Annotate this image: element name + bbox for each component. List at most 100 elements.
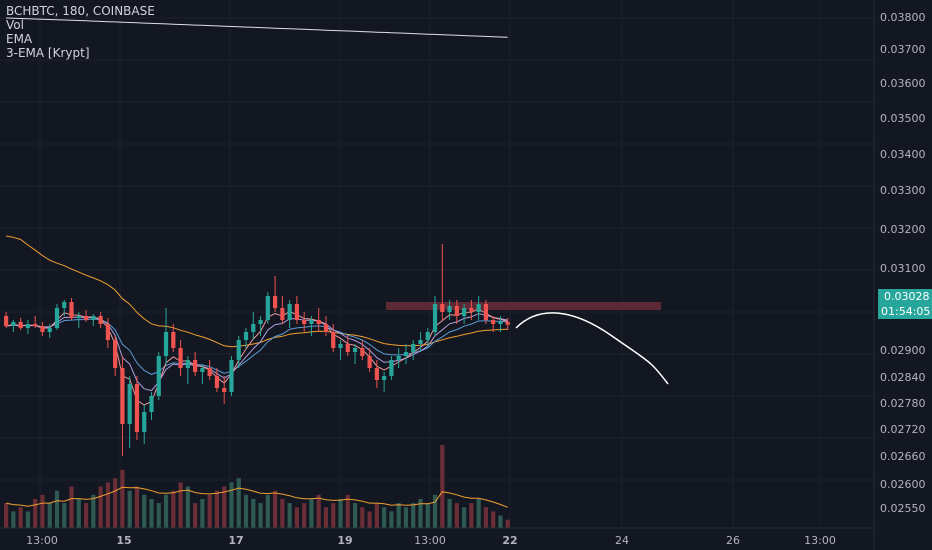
volume-bar <box>113 478 118 528</box>
candle-body <box>62 302 67 308</box>
candle-body <box>316 320 321 324</box>
volume-bar <box>302 503 307 528</box>
candle-body <box>243 332 249 340</box>
volume-bar <box>171 490 176 528</box>
volume-bar <box>25 511 31 528</box>
price-tick-label: 0.03300 <box>880 184 926 197</box>
volume-bar <box>323 507 329 528</box>
candle-body <box>345 344 350 352</box>
ema-indicator-label[interactable]: EMA <box>6 32 33 46</box>
volume-bar <box>491 511 496 528</box>
candle-body <box>98 316 103 324</box>
last-price-badge <box>878 289 932 304</box>
candle-body <box>47 328 52 332</box>
ema3-indicator-label[interactable]: 3-EMA [Krypt] <box>6 46 90 60</box>
volume-bar <box>280 498 285 528</box>
candle-body <box>367 356 372 368</box>
candle-body <box>403 352 409 356</box>
volume-bar <box>483 507 489 528</box>
candle-body <box>163 332 169 356</box>
volume-indicator-label[interactable]: Vol <box>6 18 24 32</box>
time-tick-label: 13:00 <box>804 534 836 547</box>
time-tick-label: 15 <box>116 534 131 547</box>
candle-body <box>25 324 31 328</box>
candle-body <box>178 348 183 368</box>
candle-body <box>120 368 125 424</box>
volume-bar <box>33 498 38 528</box>
volume-bar <box>18 507 23 528</box>
volume-bar <box>316 494 321 528</box>
candle-body <box>4 316 9 326</box>
volume-bar <box>120 469 125 528</box>
volume-bar <box>440 445 445 528</box>
countdown-value: 01:54:05 <box>881 305 930 318</box>
candle-body <box>505 322 510 325</box>
candle-body <box>251 324 256 332</box>
volume-bar <box>62 503 67 528</box>
last-price-value: 0.03028 <box>884 290 930 303</box>
volume-bar <box>447 498 452 528</box>
volume-bar <box>163 494 169 528</box>
candle-body <box>454 306 459 316</box>
volume-bar <box>83 503 89 528</box>
volume-bar <box>294 507 299 528</box>
candle-body <box>265 296 270 320</box>
candle-body <box>469 308 474 312</box>
candle-body <box>352 348 358 352</box>
candle-body <box>222 388 227 392</box>
volume-bar <box>425 503 430 528</box>
volume-bar <box>54 490 60 528</box>
chart-legend: BCHBTC, 180, COINBASE Vol EMA 3-EMA [Kry… <box>6 4 155 60</box>
price-tick-label: 0.03800 <box>880 11 926 24</box>
volume-bar <box>331 503 336 528</box>
time-tick-label: 22 <box>502 534 517 547</box>
candle-body <box>142 412 147 432</box>
price-tick-label: 0.02720 <box>880 423 926 436</box>
candle-body <box>258 320 263 324</box>
candle-body <box>105 324 110 340</box>
candle-body <box>440 304 445 312</box>
candle-body <box>134 384 140 432</box>
price-tick-label: 0.02600 <box>880 478 926 491</box>
symbol-line: BCHBTC, 180, COINBASE <box>6 4 155 18</box>
volume-bar <box>382 507 387 528</box>
volume-bar <box>200 498 205 528</box>
volume-bar <box>403 507 409 528</box>
candle-body <box>69 302 74 318</box>
candle-body <box>33 324 38 326</box>
price-tick-label: 0.02840 <box>880 371 926 384</box>
price-tick-label: 0.03100 <box>880 262 926 275</box>
candle-body <box>214 376 220 388</box>
volume-bar <box>454 503 459 528</box>
volume-bar <box>214 490 220 528</box>
volume-bar <box>476 498 481 528</box>
price-tick-label: 0.02660 <box>880 450 926 463</box>
volume-bar <box>396 503 401 528</box>
candle-body <box>476 304 481 312</box>
candle-body <box>149 396 154 412</box>
candle-body <box>309 320 314 324</box>
candle-body <box>396 356 401 360</box>
candle-body <box>483 304 489 320</box>
candle-body <box>462 308 467 316</box>
price-axis-panel <box>874 0 932 550</box>
volume-bar <box>265 494 270 528</box>
volume-bar <box>360 507 365 528</box>
volume-bar <box>134 486 140 528</box>
volume-bar <box>345 494 350 528</box>
price-tick-label: 0.03700 <box>880 43 926 56</box>
volume-bar <box>149 498 154 528</box>
volume-bar <box>338 498 343 528</box>
candle-body <box>207 368 212 376</box>
volume-bar <box>258 503 263 528</box>
candle-body <box>374 368 379 380</box>
time-tick-label: 13:00 <box>414 534 446 547</box>
volume-bar <box>178 482 183 528</box>
candle-body <box>491 320 496 324</box>
time-tick-label: 13:00 <box>26 534 58 547</box>
candle-body <box>156 356 161 396</box>
candle-body <box>331 332 336 348</box>
candle-body <box>447 306 452 312</box>
volume-bar <box>432 494 438 528</box>
